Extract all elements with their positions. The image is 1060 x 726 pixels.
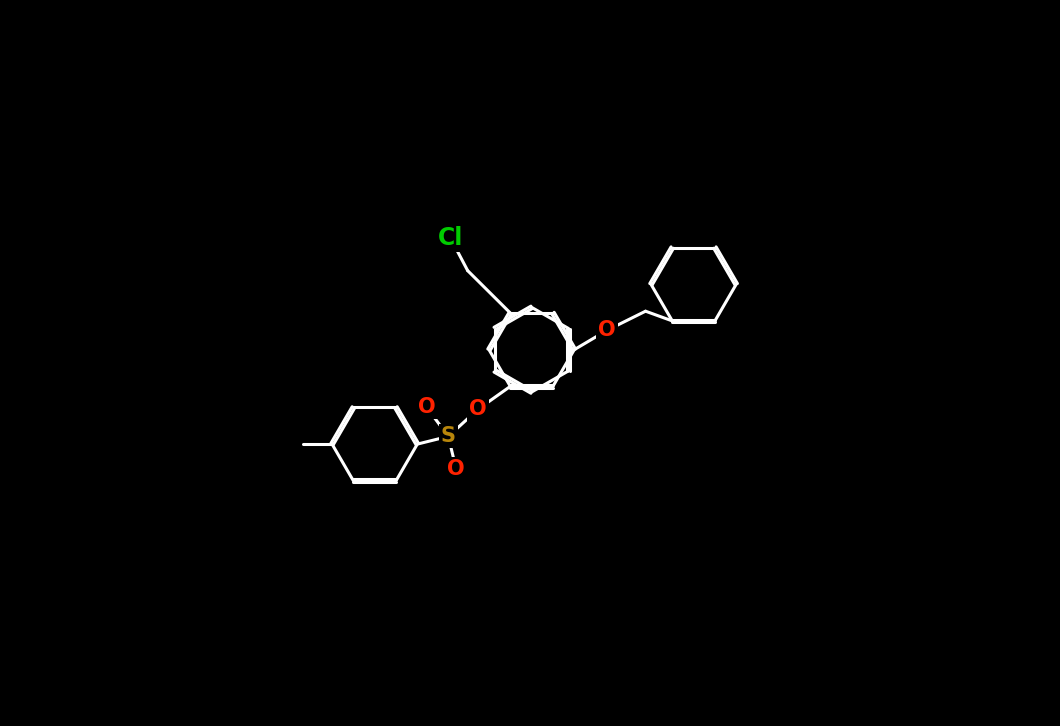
- Text: S: S: [441, 426, 456, 446]
- Text: O: O: [469, 399, 487, 420]
- Text: O: O: [418, 397, 436, 417]
- Text: O: O: [598, 320, 616, 340]
- Text: O: O: [447, 459, 465, 478]
- Text: Cl: Cl: [438, 227, 463, 250]
